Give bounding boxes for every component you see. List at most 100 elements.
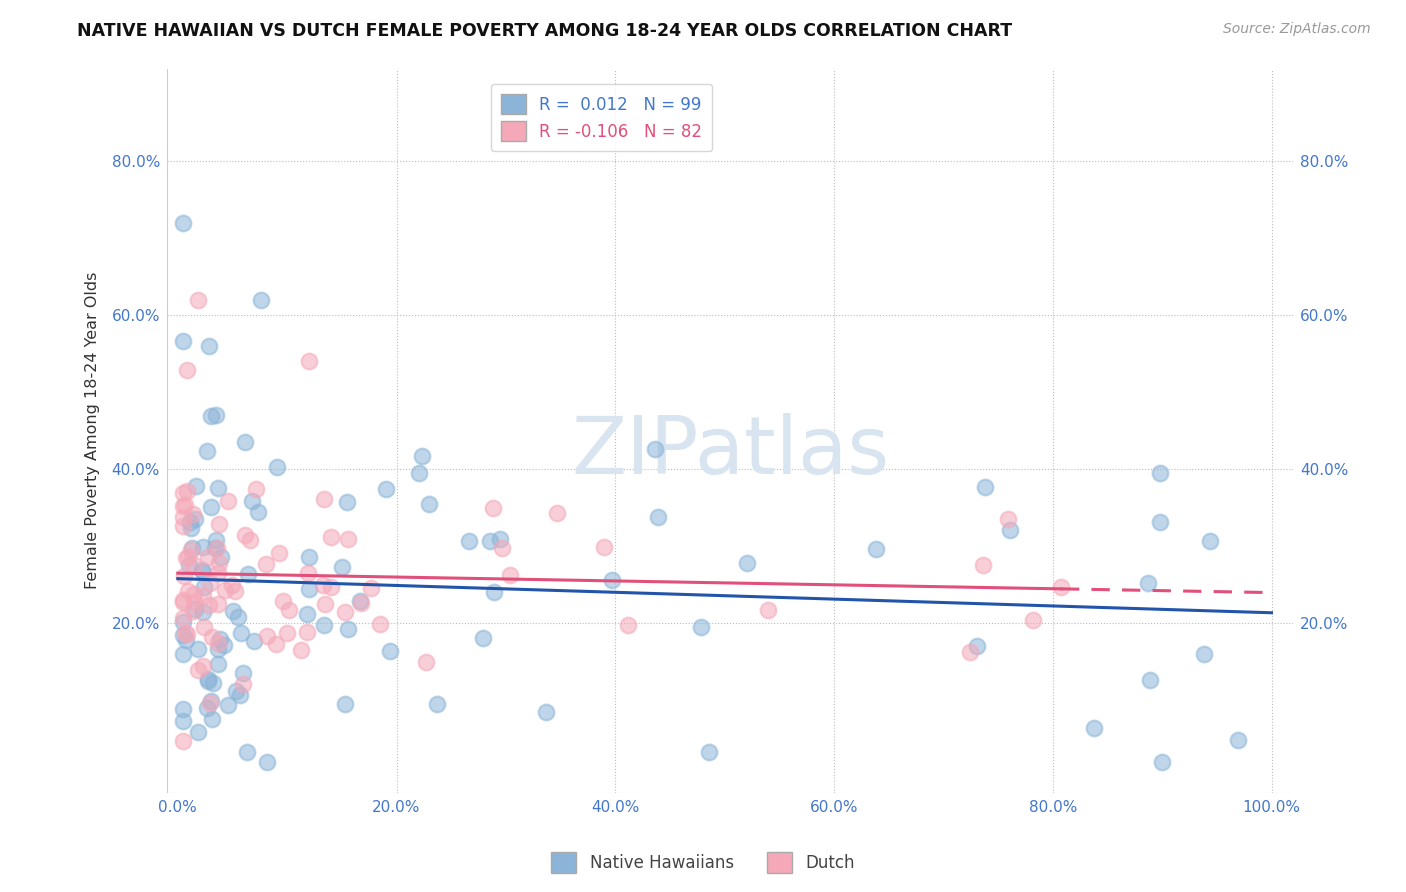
Y-axis label: Female Poverty Among 18-24 Year Olds: Female Poverty Among 18-24 Year Olds <box>86 272 100 590</box>
Point <box>411 450 433 464</box>
Point <box>478 533 501 548</box>
Point <box>972 558 994 573</box>
Point <box>176 483 198 498</box>
Point <box>172 648 194 662</box>
Point <box>256 755 278 769</box>
Point <box>335 605 357 619</box>
Point <box>172 714 194 728</box>
Point <box>697 745 720 759</box>
Point <box>1192 647 1215 661</box>
Point <box>368 616 391 631</box>
Point <box>312 578 335 592</box>
Point <box>172 594 194 608</box>
Point <box>865 542 887 557</box>
Point <box>225 683 247 698</box>
Point <box>200 409 222 423</box>
Point <box>205 541 228 556</box>
Point <box>536 705 558 719</box>
Point <box>336 622 359 636</box>
Point <box>1149 466 1171 480</box>
Point <box>973 480 995 494</box>
Point <box>180 521 202 535</box>
Point <box>191 658 214 673</box>
Point <box>207 642 229 657</box>
Point <box>198 339 221 353</box>
Point <box>180 542 202 557</box>
Point <box>349 594 371 608</box>
Point <box>319 580 342 594</box>
Point <box>207 598 229 612</box>
Point <box>997 511 1019 525</box>
Point <box>183 587 205 601</box>
Point <box>209 550 232 565</box>
Point <box>1137 576 1160 591</box>
Point <box>172 615 194 629</box>
Point <box>173 734 195 748</box>
Point <box>242 634 264 648</box>
Point <box>201 712 224 726</box>
Point <box>1152 755 1174 769</box>
Point <box>229 688 252 702</box>
Point <box>181 604 204 618</box>
Point <box>183 595 205 609</box>
Point <box>333 697 356 711</box>
Text: NATIVE HAWAIIAN VS DUTCH FEMALE POVERTY AMONG 18-24 YEAR OLDS CORRELATION CHART: NATIVE HAWAIIAN VS DUTCH FEMALE POVERTY … <box>77 22 1012 40</box>
Point <box>457 533 479 548</box>
Point <box>592 540 614 554</box>
Point <box>186 478 208 492</box>
Point <box>336 495 359 509</box>
Point <box>278 603 301 617</box>
Legend: Native Hawaiians, Dutch: Native Hawaiians, Dutch <box>544 846 862 880</box>
Point <box>181 541 204 555</box>
Point <box>217 494 239 508</box>
Point <box>499 567 522 582</box>
Point <box>271 593 294 607</box>
Point <box>204 533 226 547</box>
Point <box>236 566 259 581</box>
Point <box>207 657 229 672</box>
Point <box>600 573 623 587</box>
Point <box>546 506 568 520</box>
Point <box>224 584 246 599</box>
Point <box>207 636 229 650</box>
Point <box>689 620 711 634</box>
Point <box>172 611 194 625</box>
Point <box>195 701 218 715</box>
Point <box>249 293 271 307</box>
Point <box>214 582 236 597</box>
Point <box>172 518 194 533</box>
Point <box>298 550 321 565</box>
Point <box>276 625 298 640</box>
Point <box>207 481 229 495</box>
Point <box>1227 733 1250 747</box>
Point <box>195 443 218 458</box>
Point <box>184 602 207 616</box>
Point <box>200 694 222 708</box>
Point <box>172 628 194 642</box>
Point <box>172 216 194 230</box>
Point <box>246 505 269 519</box>
Point <box>235 434 257 449</box>
Point <box>295 625 318 640</box>
Point <box>187 663 209 677</box>
Point <box>232 677 254 691</box>
Point <box>198 598 221 612</box>
Point <box>176 583 198 598</box>
Point <box>204 408 226 422</box>
Point <box>426 697 449 711</box>
Point <box>314 597 336 611</box>
Point <box>222 604 245 618</box>
Point <box>290 643 312 657</box>
Point <box>1199 534 1222 549</box>
Point <box>472 631 495 645</box>
Point <box>173 569 195 583</box>
Point <box>204 541 226 555</box>
Point <box>378 644 401 658</box>
Point <box>172 334 194 349</box>
Point <box>172 510 194 524</box>
Point <box>172 499 194 513</box>
Point <box>229 625 252 640</box>
Point <box>491 541 513 555</box>
Point <box>177 558 200 572</box>
Point <box>187 725 209 739</box>
